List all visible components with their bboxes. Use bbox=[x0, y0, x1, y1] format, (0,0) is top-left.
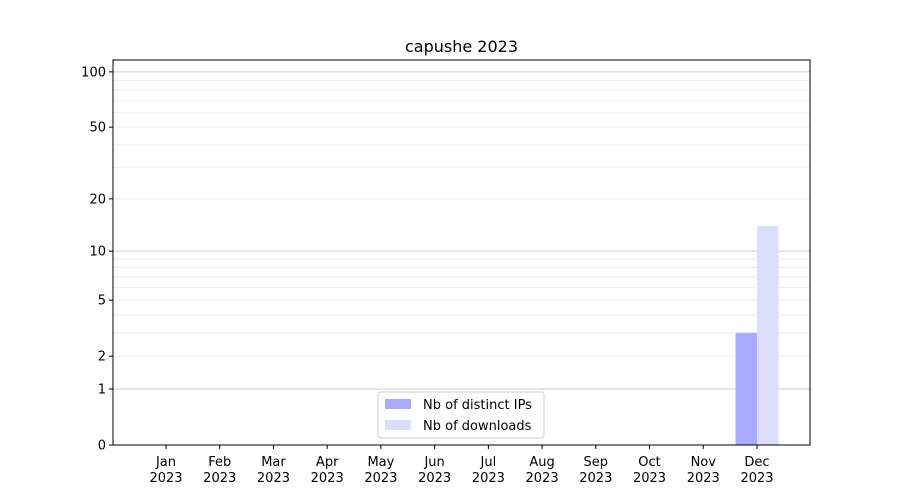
legend-label-ips: Nb of distinct IPs bbox=[423, 398, 532, 413]
y-tick-label: 0 bbox=[98, 439, 106, 454]
y-tick-label: 100 bbox=[81, 65, 106, 80]
legend: Nb of distinct IPs Nb of downloads bbox=[377, 391, 545, 439]
x-tick-label: 2023 bbox=[633, 471, 666, 486]
x-tick-label: 2023 bbox=[472, 471, 505, 486]
y-tick-label: 1 bbox=[98, 382, 106, 397]
x-tick-label: 2023 bbox=[740, 471, 773, 486]
x-tick-label: 2023 bbox=[257, 471, 290, 486]
legend-label-downloads: Nb of downloads bbox=[423, 419, 532, 434]
x-tick-label: Mar bbox=[261, 455, 286, 470]
y-tick-label: 2 bbox=[98, 350, 106, 365]
x-tick-label: 2023 bbox=[418, 471, 451, 486]
x-tick-label: Aug bbox=[529, 455, 554, 470]
bars bbox=[735, 226, 779, 445]
x-tick-label: Oct bbox=[638, 455, 660, 470]
x-tick-label: 2023 bbox=[579, 471, 612, 486]
x-tick-label: Jan bbox=[155, 455, 176, 470]
grid bbox=[113, 71, 810, 390]
x-tick-label: Jun bbox=[423, 455, 444, 470]
y-axis: 0 1 2 5 10 20 50 100 bbox=[81, 65, 113, 454]
plot-frame bbox=[112, 59, 811, 446]
x-tick-label: 2023 bbox=[364, 471, 397, 486]
bar-downloads bbox=[757, 226, 779, 445]
x-tick-label: Dec bbox=[744, 455, 769, 470]
x-tick-label: Feb bbox=[208, 455, 231, 470]
legend-swatch-downloads bbox=[385, 420, 411, 430]
y-tick-label: 50 bbox=[89, 121, 106, 136]
x-tick-label: 2023 bbox=[311, 471, 344, 486]
legend-swatch-ips bbox=[385, 399, 411, 409]
y-tick-label: 5 bbox=[98, 294, 106, 309]
x-tick-label: 2023 bbox=[526, 471, 559, 486]
x-tick-label: Apr bbox=[316, 455, 339, 470]
x-tick-label: Jul bbox=[480, 455, 497, 470]
y-tick-label: 20 bbox=[89, 192, 106, 207]
x-tick-label: 2023 bbox=[687, 471, 720, 486]
bar-distinct-ips bbox=[735, 332, 757, 445]
x-tick-label: Sep bbox=[584, 455, 609, 470]
x-tick-label: 2023 bbox=[203, 471, 236, 486]
legend-box bbox=[377, 391, 545, 439]
x-tick-label: Nov bbox=[691, 455, 717, 470]
x-tick-label: 2023 bbox=[149, 471, 182, 486]
chart-title: capushe 2023 bbox=[405, 37, 518, 56]
x-tick-label: May bbox=[367, 455, 394, 470]
x-axis: Jan2023Feb2023Mar2023Apr2023May2023Jun20… bbox=[149, 445, 774, 486]
y-tick-label: 10 bbox=[89, 245, 106, 260]
